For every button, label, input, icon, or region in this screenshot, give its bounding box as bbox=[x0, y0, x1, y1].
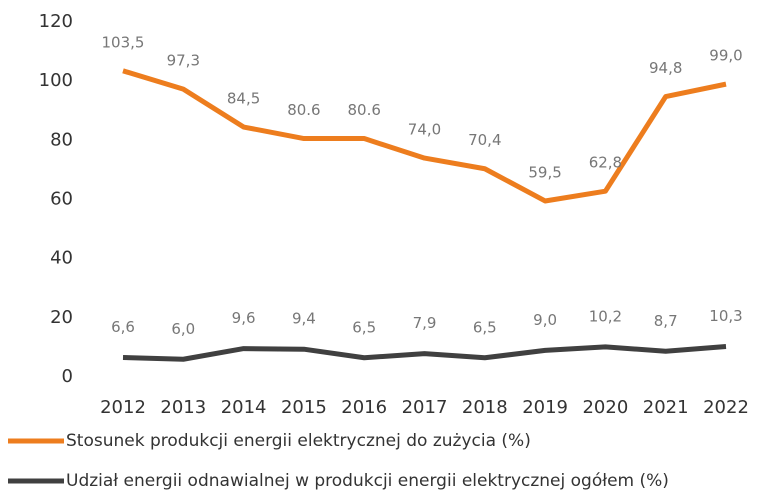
y-tick-label: 60 bbox=[50, 189, 73, 210]
data-label: 94,8 bbox=[649, 59, 682, 77]
data-label: 74,0 bbox=[408, 121, 441, 139]
x-tick-label: 2012 bbox=[100, 397, 146, 418]
data-label: 70,4 bbox=[468, 131, 501, 149]
data-label: 9,4 bbox=[292, 310, 316, 328]
data-label: 99,0 bbox=[709, 47, 742, 65]
data-label: 80.6 bbox=[287, 101, 320, 119]
x-tick-label: 2019 bbox=[522, 397, 568, 418]
data-label: 97,3 bbox=[167, 52, 200, 70]
data-label: 80.6 bbox=[347, 101, 380, 119]
x-tick-label: 2014 bbox=[221, 397, 267, 418]
data-label: 6,6 bbox=[111, 318, 135, 336]
data-label: 9,6 bbox=[232, 309, 256, 327]
x-tick-label: 2015 bbox=[281, 397, 327, 418]
data-label: 10,3 bbox=[709, 307, 742, 325]
data-label: 9,0 bbox=[533, 311, 557, 329]
x-tick-label: 2020 bbox=[582, 397, 628, 418]
data-label: 103,5 bbox=[102, 33, 145, 51]
series-line bbox=[122, 344, 727, 362]
y-tick-label: 0 bbox=[62, 366, 73, 387]
y-tick-label: 40 bbox=[50, 248, 73, 269]
legend-label: Udział energii odnawialnej w produkcji e… bbox=[66, 471, 669, 491]
data-label: 8,7 bbox=[654, 312, 678, 330]
data-label: 10,2 bbox=[589, 307, 622, 325]
data-label: 6,0 bbox=[171, 320, 195, 338]
x-tick-label: 2017 bbox=[402, 397, 448, 418]
data-label: 84,5 bbox=[227, 90, 260, 108]
x-tick-label: 2021 bbox=[643, 397, 689, 418]
x-tick-label: 2013 bbox=[160, 397, 206, 418]
legend-label: Stosunek produkcji energii elektrycznej … bbox=[66, 431, 531, 451]
data-label: 7,9 bbox=[413, 314, 437, 332]
data-label: 59,5 bbox=[528, 163, 561, 181]
x-tick-label: 2022 bbox=[703, 397, 749, 418]
y-tick-label: 100 bbox=[39, 70, 73, 91]
y-tick-label: 80 bbox=[50, 129, 73, 150]
x-tick-label: 2018 bbox=[462, 397, 508, 418]
y-tick-label: 20 bbox=[50, 307, 73, 328]
series-line bbox=[122, 68, 727, 204]
x-tick-label: 2016 bbox=[341, 397, 387, 418]
data-label: 6,5 bbox=[473, 318, 497, 336]
data-label: 62,8 bbox=[589, 154, 622, 172]
y-tick-label: 120 bbox=[39, 11, 73, 32]
data-label: 6,5 bbox=[352, 318, 376, 336]
